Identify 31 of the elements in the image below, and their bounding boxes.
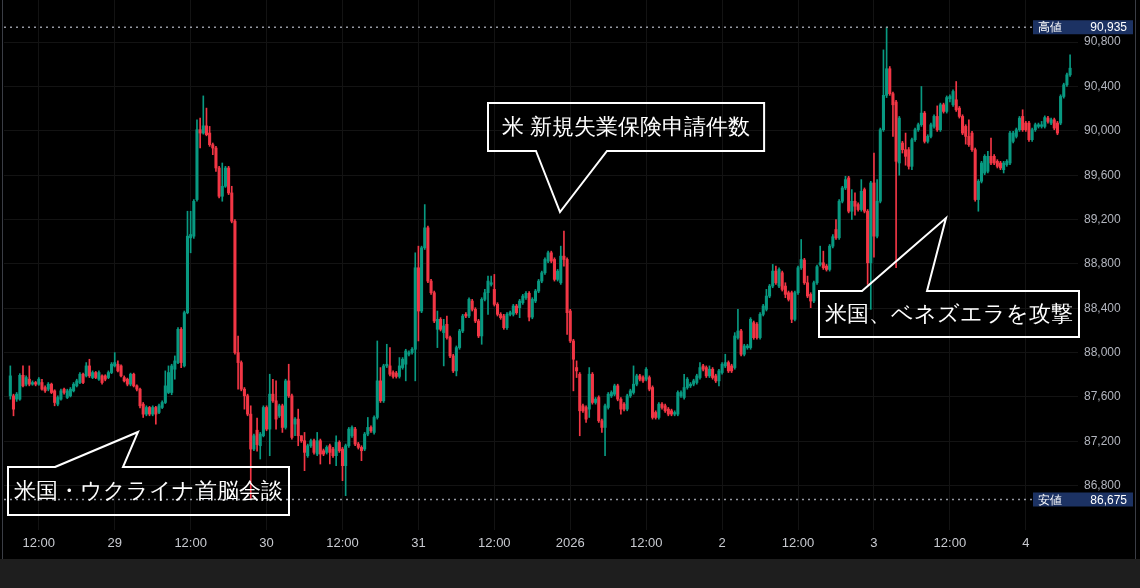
- y-tick-label: 87,200: [1084, 433, 1122, 448]
- y-tick-label: 89,600: [1084, 167, 1122, 182]
- annotation: 米 新規失業保険申請件数: [501, 114, 751, 140]
- y-tick-label: 89,200: [1084, 211, 1122, 226]
- y-tick-label: 90,400: [1084, 78, 1122, 93]
- y-tick-label: 90,800: [1084, 34, 1122, 49]
- x-tick-label: 2: [718, 535, 726, 551]
- x-tick-label: 12:00: [478, 535, 511, 551]
- y-tick-label: 90,000: [1084, 123, 1122, 138]
- text: 安値 86,675: [1038, 492, 1127, 507]
- x-tick-label: 3: [870, 535, 878, 551]
- y-tick-label: 88,000: [1084, 344, 1122, 359]
- x-tick-label: 12:00: [629, 535, 663, 551]
- x-tick-label: 12:00: [326, 535, 359, 551]
- x-tick-label: 12:00: [933, 535, 967, 551]
- annotation: 米国、ベネズエラを攻撃: [825, 301, 1073, 327]
- y-tick-label: 88,400: [1084, 300, 1122, 315]
- x-tick-label: 12:00: [22, 535, 56, 551]
- candlestick: [198, 117, 202, 149]
- x-tick-label: 2026: [555, 535, 585, 551]
- text: 高値 90,935: [1038, 20, 1127, 35]
- y-tick-label: 88,800: [1084, 256, 1122, 271]
- y-tick-label: 86,800: [1084, 477, 1122, 492]
- x-tick-label: 12:00: [781, 535, 815, 551]
- x-tick-label: 31: [411, 535, 426, 551]
- x-tick-label: 12:00: [174, 535, 207, 551]
- candlestick: [442, 319, 446, 367]
- x-tick-label: 30: [259, 535, 274, 551]
- y-tick-label: 87,600: [1084, 389, 1122, 404]
- x-tick-label: 4: [1022, 535, 1030, 551]
- x-tick-label: 29: [107, 535, 122, 551]
